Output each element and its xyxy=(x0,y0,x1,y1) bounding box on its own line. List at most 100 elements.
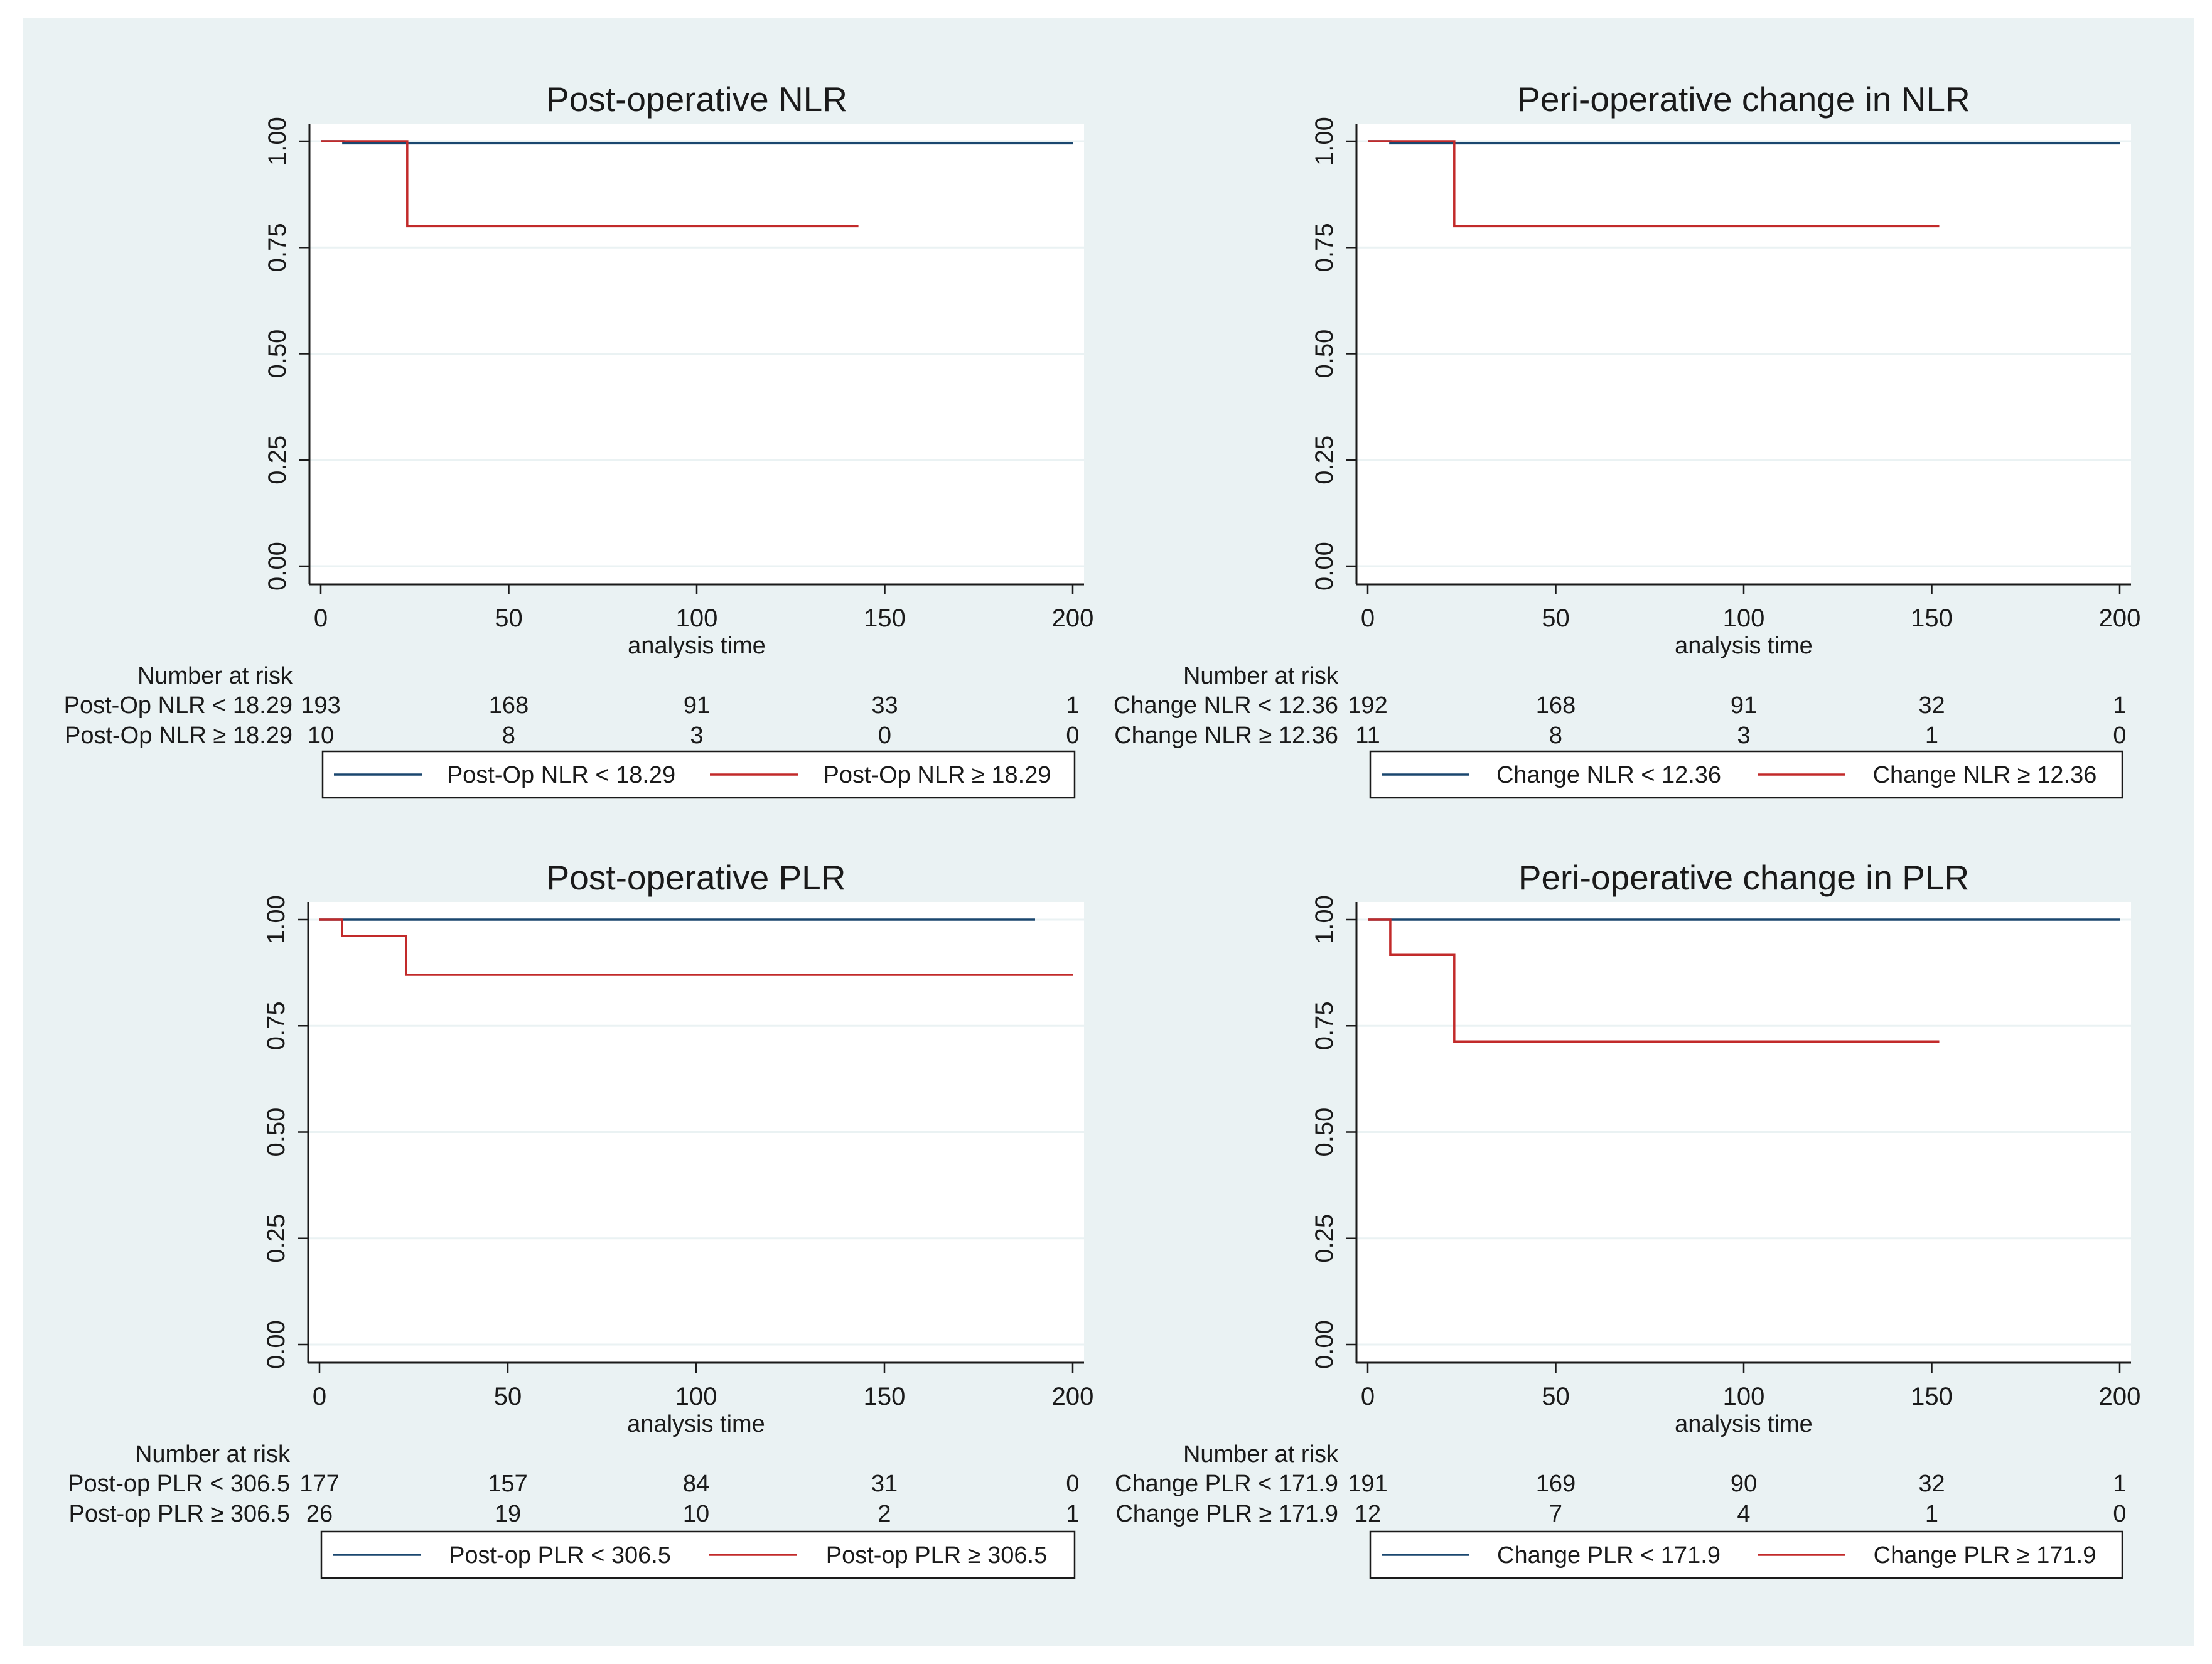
y-tick-label: 1.00 xyxy=(264,117,291,166)
legend-label-low: Change PLR < 171.9 xyxy=(1497,1542,1721,1569)
risk-count: 1 xyxy=(2113,692,2126,719)
x-tick-label: 200 xyxy=(2099,1383,2141,1410)
risk-row-label: Post-op PLR ≥ 306.5 xyxy=(68,1501,290,1527)
legend-box xyxy=(1369,1530,2123,1579)
x-tick-label: 0 xyxy=(1361,604,1375,632)
risk-table-header: Number at risk xyxy=(137,663,293,689)
x-tick-label: 150 xyxy=(864,1383,906,1410)
legend-label-low: Post-op PLR < 306.5 xyxy=(449,1542,671,1569)
risk-count: 12 xyxy=(1355,1501,1381,1527)
x-tick-label: 200 xyxy=(2099,604,2141,632)
risk-count: 84 xyxy=(683,1471,709,1497)
x-axis-title: analysis time xyxy=(627,1411,765,1437)
x-tick-label: 100 xyxy=(675,1383,717,1410)
risk-count: 0 xyxy=(1066,722,1079,749)
x-axis-title: analysis time xyxy=(628,633,766,659)
risk-count: 1 xyxy=(1066,1501,1079,1527)
risk-table-header: Number at risk xyxy=(1183,663,1339,689)
y-tick-label: 0.75 xyxy=(1311,223,1338,272)
risk-count: 0 xyxy=(1066,1471,1079,1497)
x-axis-title: analysis time xyxy=(1675,1411,1813,1437)
x-tick-label: 50 xyxy=(494,1383,522,1410)
risk-count: 169 xyxy=(1536,1471,1576,1497)
legend-label-high: Post-Op NLR ≥ 18.29 xyxy=(823,762,1051,788)
y-tick-label: 0.25 xyxy=(264,436,291,485)
x-tick-label: 100 xyxy=(1723,604,1765,632)
panels: Post-operative NLR 0.00 0.25 0.50 0.75 1.00 0 5… xyxy=(64,80,2141,1579)
legend-box xyxy=(1369,750,2123,799)
risk-count: 10 xyxy=(683,1501,709,1527)
chart-title: Post-operative PLR xyxy=(547,858,846,897)
risk-count: 191 xyxy=(1348,1471,1387,1497)
y-tick-label: 0.25 xyxy=(1311,1214,1338,1263)
x-tick-label: 200 xyxy=(1052,1383,1094,1410)
km-panel-4: Peri-operative change in PLR 0.00 0.25 0.50… xyxy=(1115,858,2141,1579)
risk-count: 157 xyxy=(488,1471,527,1497)
risk-count: 168 xyxy=(1536,692,1576,719)
y-tick-label: 0.75 xyxy=(262,1001,290,1050)
y-tick-label: 0.50 xyxy=(264,330,291,378)
y-tick-label: 0.25 xyxy=(262,1214,290,1263)
risk-row-label: Change PLR < 171.9 xyxy=(1115,1471,1338,1497)
legend-box xyxy=(320,1530,1076,1579)
risk-count: 193 xyxy=(301,692,340,719)
x-tick-label: 100 xyxy=(1723,1383,1765,1410)
y-tick-label: 0.25 xyxy=(1311,436,1338,485)
x-tick-label: 150 xyxy=(1911,604,1953,632)
risk-count: 1 xyxy=(2113,1471,2126,1497)
x-axis-title: analysis time xyxy=(1675,633,1813,659)
risk-count: 1 xyxy=(1925,1501,1938,1527)
risk-count: 168 xyxy=(489,692,529,719)
y-tick-label: 0.00 xyxy=(1311,1320,1338,1369)
risk-count: 177 xyxy=(299,1471,339,1497)
y-tick-label: 1.00 xyxy=(1311,895,1338,944)
risk-row-label: Post-op PLR < 306.5 xyxy=(68,1471,290,1497)
y-tick-label: 0.50 xyxy=(262,1108,290,1157)
chart-title: Post-operative NLR xyxy=(546,80,847,119)
chart-title: Peri-operative change in PLR xyxy=(1518,858,1969,897)
risk-count: 91 xyxy=(1731,692,1757,719)
risk-count: 31 xyxy=(871,1471,898,1497)
x-tick-label: 100 xyxy=(676,604,718,632)
risk-count: 11 xyxy=(1355,722,1380,749)
survival-curve-high xyxy=(319,918,1073,976)
survival-curve-high xyxy=(1368,918,1940,1043)
risk-count: 2 xyxy=(878,1501,891,1527)
risk-count: 19 xyxy=(495,1501,521,1527)
x-tick-label: 50 xyxy=(1542,604,1570,632)
y-tick-label: 0.00 xyxy=(264,542,291,591)
y-tick-label: 0.75 xyxy=(1311,1001,1338,1050)
y-tick-label: 1.00 xyxy=(1311,117,1338,166)
risk-count: 0 xyxy=(878,722,891,749)
risk-count: 32 xyxy=(1918,1471,1945,1497)
y-tick-label: 0.50 xyxy=(1311,330,1338,378)
legend-label-low: Change NLR < 12.36 xyxy=(1496,762,1721,788)
y-tick-label: 0.00 xyxy=(1311,542,1338,591)
risk-row-label: Post-Op NLR ≥ 18.29 xyxy=(65,722,293,749)
y-tick-label: 0.00 xyxy=(262,1320,290,1369)
risk-count: 32 xyxy=(1918,692,1945,719)
x-tick-label: 50 xyxy=(1542,1383,1570,1410)
legend-label-high: Post-op PLR ≥ 306.5 xyxy=(826,1542,1048,1569)
risk-count: 1 xyxy=(1925,722,1938,749)
legend-label-high: Change PLR ≥ 171.9 xyxy=(1874,1542,2097,1569)
x-tick-label: 150 xyxy=(864,604,906,632)
risk-count: 91 xyxy=(684,692,710,719)
risk-count: 3 xyxy=(690,722,703,749)
x-tick-label: 50 xyxy=(495,604,523,632)
km-panel-2: Peri-operative change in NLR 0.00 0.25 0.50… xyxy=(1114,80,2141,799)
risk-count: 33 xyxy=(871,692,898,719)
risk-count: 4 xyxy=(1737,1501,1750,1527)
risk-table-header: Number at risk xyxy=(1183,1441,1339,1468)
risk-count: 1 xyxy=(1066,692,1079,719)
risk-count: 8 xyxy=(502,722,515,749)
risk-count: 8 xyxy=(1549,722,1562,749)
risk-count: 7 xyxy=(1549,1501,1562,1527)
risk-count: 0 xyxy=(2113,722,2126,749)
x-tick-label: 0 xyxy=(1361,1383,1375,1410)
x-tick-label: 150 xyxy=(1911,1383,1953,1410)
km-panel-1: Post-operative NLR 0.00 0.25 0.50 0.75 1.00 0 5… xyxy=(64,80,1093,799)
risk-count: 3 xyxy=(1737,722,1750,749)
risk-count: 90 xyxy=(1731,1471,1757,1497)
